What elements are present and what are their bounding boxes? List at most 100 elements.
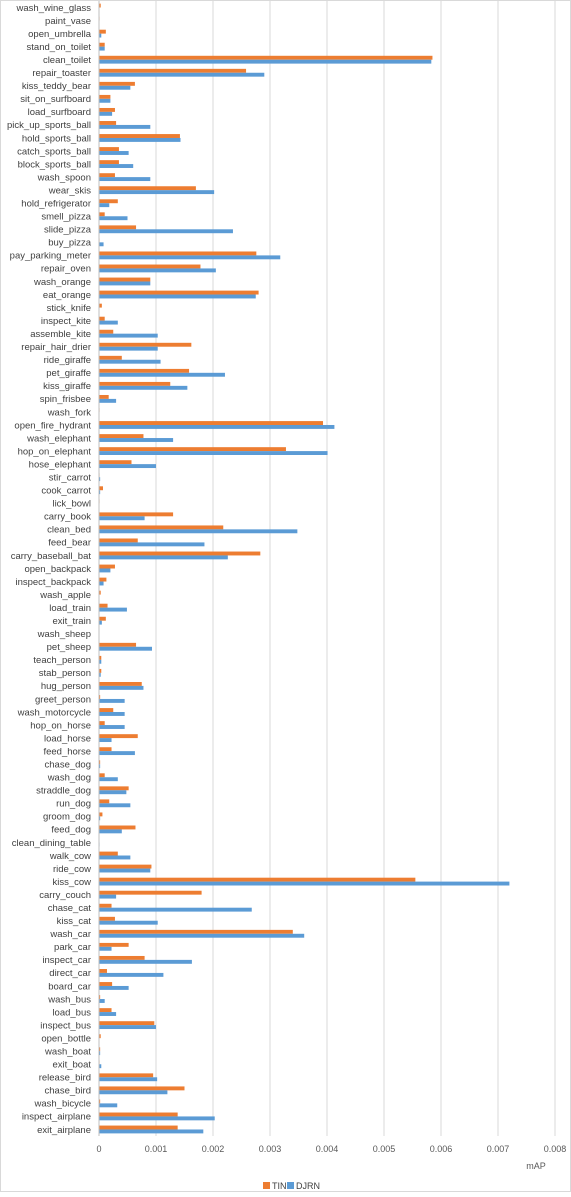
category-label: groom_dog xyxy=(43,812,91,823)
bar-tin-exit-airplane xyxy=(99,1125,178,1130)
bar-tin-pick-up-sports-ball xyxy=(99,121,117,125)
bar-tin-carry-book xyxy=(99,512,174,517)
category-label: carry_book xyxy=(44,512,91,523)
bar-djrn-stand-on-toilet xyxy=(99,46,105,51)
bar-tin-slide-pizza xyxy=(99,225,137,230)
bar-tin-hold-refrigerator xyxy=(99,199,118,204)
category-label: wash_sheep xyxy=(37,629,91,640)
bar-djrn-straddle-dog xyxy=(99,790,127,795)
category-label: hold_sports_ball xyxy=(22,133,91,144)
bar-djrn-groom-dog xyxy=(99,816,101,821)
bar-tin-chase-bird xyxy=(99,1086,185,1091)
bar-djrn-hold-refrigerator xyxy=(99,203,110,208)
bar-tin-hop-on-elephant xyxy=(99,447,286,452)
bar-djrn-carry-baseball-bat xyxy=(99,555,228,560)
bar-tin-groom-dog xyxy=(99,812,103,817)
category-label: buy_pizza xyxy=(48,238,91,249)
bar-tin-sit-on-surfboard xyxy=(99,94,111,99)
legend: TIN DJRN xyxy=(263,1181,320,1191)
category-label: pet_giraffe xyxy=(46,368,91,379)
category-label: inspect_airplane xyxy=(22,1112,91,1123)
category-label: direct_car xyxy=(49,968,91,979)
bar-tin-hold-sports-ball xyxy=(99,134,180,138)
bar-tin-direct-car xyxy=(99,969,107,973)
category-label: pet_sheep xyxy=(47,642,91,653)
bar-tin-cook-carrot xyxy=(99,486,103,491)
category-label: run_dog xyxy=(56,799,91,810)
category-label: release_bird xyxy=(39,1073,91,1084)
category-label: sit_on_surfboard xyxy=(20,94,91,105)
bar-tin-feed-horse xyxy=(99,747,112,752)
bar-djrn-hop-on-horse xyxy=(99,725,125,729)
bar-djrn-pick-up-sports-ball xyxy=(99,124,151,129)
bar-djrn-carry-book xyxy=(99,516,145,521)
bar-tin-ride-giraffe xyxy=(99,355,122,360)
bar-tin-wash-car xyxy=(99,929,293,934)
bar-tin-kiss-cat xyxy=(99,916,115,921)
category-label: hose_elephant xyxy=(29,459,92,470)
category-label: wash_spoon xyxy=(37,172,91,183)
bar-tin-wash-dog xyxy=(99,773,105,778)
category-label: smell_pizza xyxy=(41,212,91,223)
category-label: straddle_dog xyxy=(36,786,91,797)
category-label: wear_skis xyxy=(48,185,91,196)
bar-djrn-repair-toaster xyxy=(99,72,265,77)
bar-tin-teach-person xyxy=(99,655,102,660)
category-label: hop_on_elephant xyxy=(18,446,92,457)
category-label: open_bottle xyxy=(41,1033,91,1044)
bar-djrn-exit-airplane xyxy=(99,1129,204,1134)
bar-djrn-inspect-backpack xyxy=(99,581,104,586)
category-label: wash_elephant xyxy=(26,433,91,444)
bar-djrn-feed-dog xyxy=(99,829,122,834)
category-label: chase_bird xyxy=(45,1086,91,1097)
bar-djrn-feed-bear xyxy=(99,542,205,547)
bar-tin-pet-giraffe xyxy=(99,368,190,373)
bar-tin-pay-parking-meter xyxy=(99,251,257,256)
legend-label-djrn: DJRN xyxy=(296,1181,320,1191)
bar-tin-load-horse xyxy=(99,734,138,739)
bar-djrn-wash-boat xyxy=(99,1051,101,1056)
bar-tin-chase-dog xyxy=(99,760,101,765)
bar-tin-hop-on-horse xyxy=(99,721,105,726)
bar-tin-repair-hair-drier xyxy=(99,342,192,347)
x-tick-labels: 0 0.001 0.002 0.003 0.004 0.005 0.006 0.007 0.00… xyxy=(96,1144,566,1154)
bar-tin-inspect-airplane xyxy=(99,1112,178,1117)
bar-djrn-pet-sheep xyxy=(99,646,153,651)
bar-djrn-stir-carrot xyxy=(99,477,101,482)
bar-djrn-block-sports-ball xyxy=(99,164,134,168)
category-label: catch_sports_ball xyxy=(17,146,91,157)
bar-djrn-repair-hair-drier xyxy=(99,346,158,351)
bar-tin-inspect-kite xyxy=(99,316,105,321)
category-label: repair_toaster xyxy=(32,68,91,79)
category-label: wash_bus xyxy=(47,994,91,1005)
bar-djrn-open-umbrella xyxy=(99,33,102,38)
bar-djrn-kiss-teddy-bear xyxy=(99,85,131,90)
category-label: kiss_cow xyxy=(52,877,91,888)
category-label: inspect_backpack xyxy=(15,577,91,588)
bar-djrn-load-train xyxy=(99,607,127,612)
bar-tin-open-bottle xyxy=(99,1034,101,1039)
bar-tin-park-car xyxy=(99,942,129,947)
bar-tin-stick-knife xyxy=(99,303,102,308)
bar-djrn-load-surfboard xyxy=(99,111,113,116)
bar-tin-open-umbrella xyxy=(99,29,106,34)
bar-tin-ride-cow xyxy=(99,864,152,869)
bar-djrn-kiss-cow xyxy=(99,881,510,886)
bar-djrn-wash-elephant xyxy=(99,438,174,442)
bar-djrn-sit-on-surfboard xyxy=(99,98,111,103)
category-label: stick_knife xyxy=(47,303,91,314)
legend-label-tin: TIN xyxy=(272,1181,287,1191)
category-label: chase_cat xyxy=(48,903,92,914)
bar-djrn-feed-horse xyxy=(99,751,135,756)
bar-tin-catch-sports-ball xyxy=(99,147,119,152)
category-label: walk_cow xyxy=(49,851,91,862)
bar-djrn-chase-cat xyxy=(99,907,252,912)
category-label: pick_up_sports_ball xyxy=(7,120,91,131)
bar-tin-wash-apple xyxy=(99,590,101,595)
x-tick-label: 0.003 xyxy=(259,1144,282,1154)
bar-djrn-teach-person xyxy=(99,659,102,664)
bar-tin-inspect-car xyxy=(99,955,145,960)
bar-djrn-pay-parking-meter xyxy=(99,255,281,260)
category-label: carry_couch xyxy=(39,890,91,901)
